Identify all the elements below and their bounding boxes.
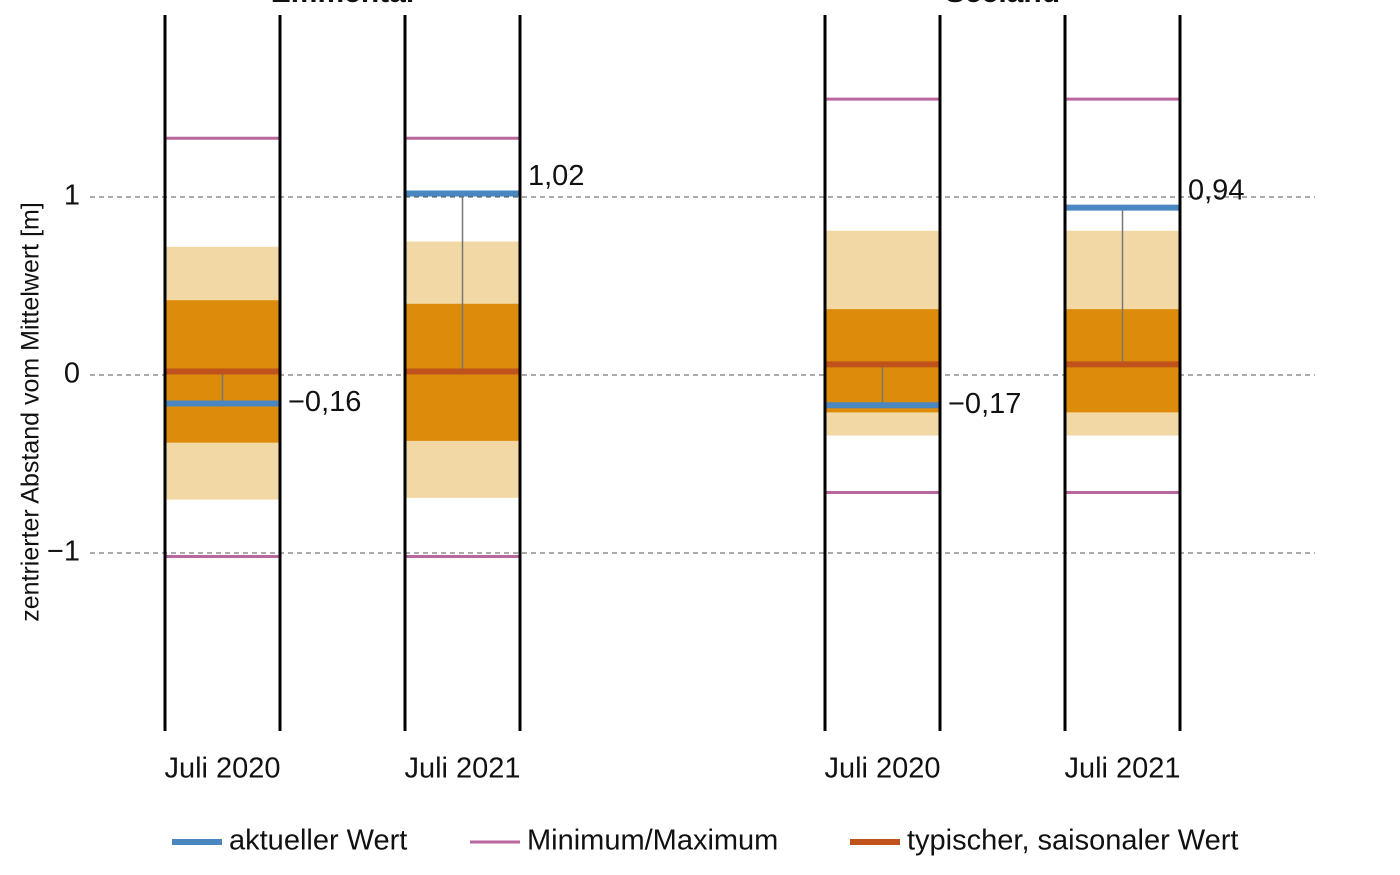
legend-label: Minimum/Maximum (527, 825, 778, 857)
legend-label: typischer, saisonaler Wert (907, 825, 1239, 857)
legend-label: aktueller Wert (229, 825, 407, 857)
group-title: Seeland (945, 0, 1060, 9)
x-tick-label: Juli 2020 (164, 753, 280, 785)
value-label: 0,94 (1188, 174, 1244, 206)
value-label: −0,17 (948, 388, 1021, 420)
y-tick-label: 0 (64, 358, 80, 390)
y-tick-label: 1 (64, 180, 80, 212)
x-tick-label: Juli 2020 (824, 753, 940, 785)
y-tick-label: −1 (47, 536, 80, 568)
value-label: −0,16 (288, 386, 361, 418)
value-label: 1,02 (528, 160, 584, 192)
x-tick-label: Juli 2021 (1064, 753, 1180, 785)
x-tick-label: Juli 2021 (404, 753, 520, 785)
y-axis-title: zentrierter Abstand vom Mittelwert [m] (17, 202, 45, 622)
group-title: Emmental (271, 0, 414, 9)
